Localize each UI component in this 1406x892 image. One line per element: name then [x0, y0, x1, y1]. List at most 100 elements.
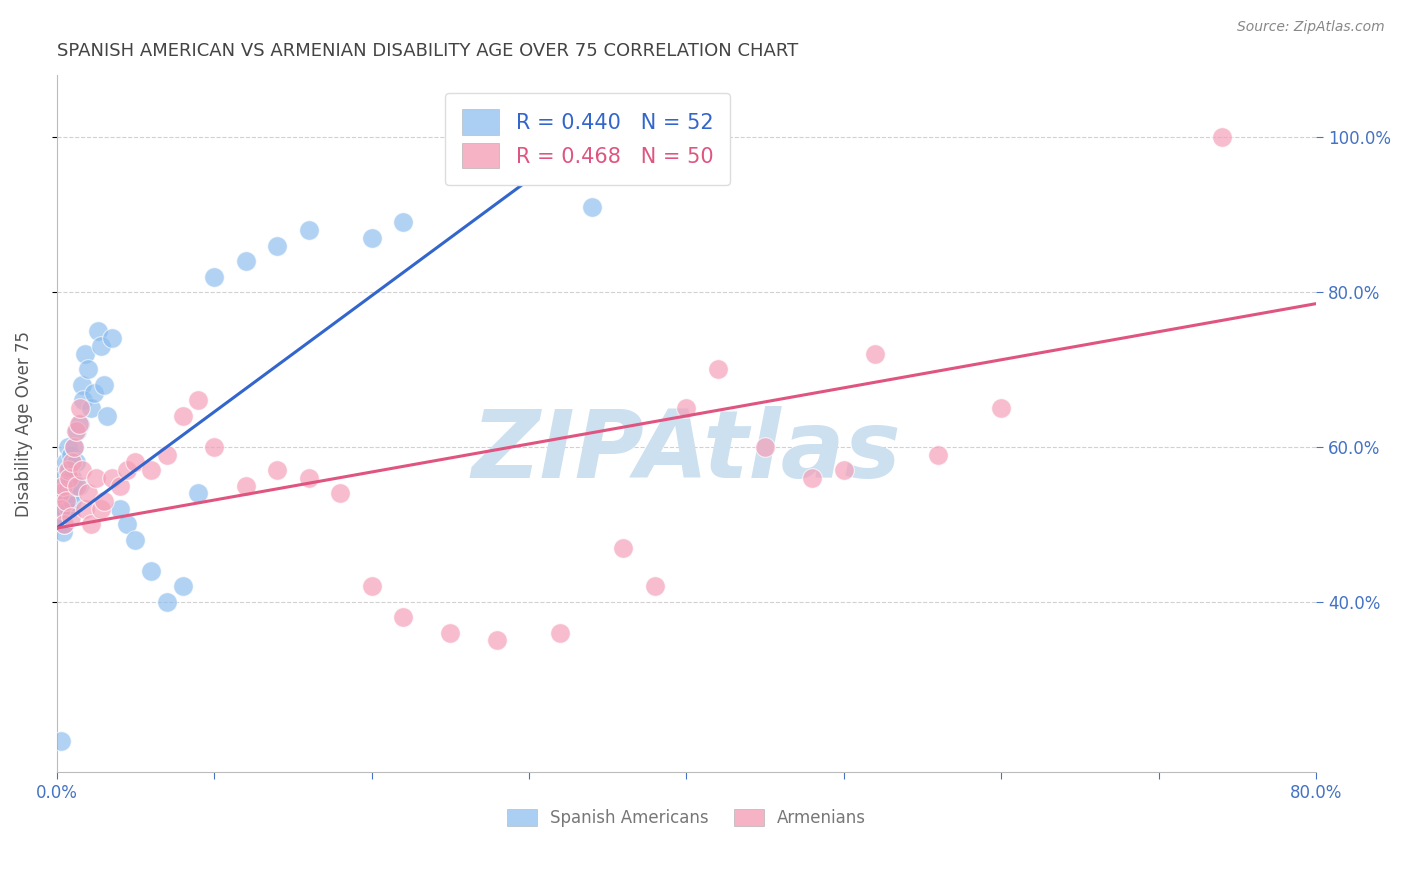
- Armenians: [84, 471, 107, 485]
- Armenians: [392, 610, 415, 624]
- Spanish Americans: [46, 501, 69, 516]
- Armenians: [51, 501, 73, 516]
- Spanish Americans: [93, 378, 115, 392]
- Spanish Americans: [66, 425, 89, 439]
- Armenians: [60, 455, 83, 469]
- Spanish Americans: [55, 494, 77, 508]
- Armenians: [70, 463, 93, 477]
- Armenians: [360, 579, 382, 593]
- Armenians: [100, 471, 122, 485]
- Armenians: [990, 401, 1012, 416]
- Armenians: [63, 440, 86, 454]
- Armenians: [90, 501, 112, 516]
- Armenians: [266, 463, 288, 477]
- Armenians: [67, 417, 90, 431]
- Armenians: [59, 509, 82, 524]
- Armenians: [53, 517, 76, 532]
- Spanish Americans: [202, 269, 225, 284]
- Spanish Americans: [70, 378, 93, 392]
- Spanish Americans: [139, 564, 162, 578]
- Spanish Americans: [108, 501, 131, 516]
- Armenians: [80, 517, 103, 532]
- Armenians: [675, 401, 697, 416]
- Spanish Americans: [80, 401, 103, 416]
- Armenians: [550, 625, 572, 640]
- Spanish Americans: [55, 455, 77, 469]
- Armenians: [52, 478, 75, 492]
- Spanish Americans: [53, 517, 76, 532]
- Armenians: [66, 478, 89, 492]
- Spanish Americans: [63, 478, 86, 492]
- Text: SPANISH AMERICAN VS ARMENIAN DISABILITY AGE OVER 75 CORRELATION CHART: SPANISH AMERICAN VS ARMENIAN DISABILITY …: [56, 42, 797, 60]
- Armenians: [156, 448, 179, 462]
- Armenians: [73, 501, 96, 516]
- Spanish Americans: [266, 238, 288, 252]
- Spanish Americans: [83, 385, 105, 400]
- Armenians: [77, 486, 100, 500]
- Spanish Americans: [77, 362, 100, 376]
- Spanish Americans: [392, 215, 415, 229]
- Spanish Americans: [96, 409, 118, 423]
- Spanish Americans: [156, 595, 179, 609]
- Spanish Americans: [100, 331, 122, 345]
- Armenians: [65, 425, 87, 439]
- Armenians: [707, 362, 730, 376]
- Armenians: [644, 579, 666, 593]
- Armenians: [832, 463, 855, 477]
- Spanish Americans: [187, 486, 209, 500]
- Armenians: [927, 448, 949, 462]
- Spanish Americans: [172, 579, 194, 593]
- Spanish Americans: [86, 324, 108, 338]
- Armenians: [235, 478, 257, 492]
- Armenians: [58, 471, 80, 485]
- Armenians: [439, 625, 461, 640]
- Spanish Americans: [56, 440, 79, 454]
- Armenians: [1211, 130, 1233, 145]
- Spanish Americans: [65, 455, 87, 469]
- Spanish Americans: [59, 486, 82, 500]
- Text: Source: ZipAtlas.com: Source: ZipAtlas.com: [1237, 20, 1385, 34]
- Spanish Americans: [51, 494, 73, 508]
- Spanish Americans: [51, 509, 73, 524]
- Armenians: [117, 463, 139, 477]
- Spanish Americans: [52, 524, 75, 539]
- Armenians: [172, 409, 194, 423]
- Y-axis label: Disability Age Over 75: Disability Age Over 75: [15, 331, 32, 516]
- Armenians: [187, 393, 209, 408]
- Spanish Americans: [49, 517, 72, 532]
- Spanish Americans: [59, 448, 82, 462]
- Spanish Americans: [90, 339, 112, 353]
- Armenians: [69, 401, 91, 416]
- Armenians: [49, 486, 72, 500]
- Armenians: [612, 541, 634, 555]
- Spanish Americans: [73, 347, 96, 361]
- Spanish Americans: [297, 223, 319, 237]
- Spanish Americans: [63, 440, 86, 454]
- Armenians: [329, 486, 352, 500]
- Spanish Americans: [72, 393, 94, 408]
- Spanish Americans: [69, 417, 91, 431]
- Spanish Americans: [58, 463, 80, 477]
- Spanish Americans: [235, 254, 257, 268]
- Armenians: [139, 463, 162, 477]
- Spanish Americans: [49, 486, 72, 500]
- Spanish Americans: [53, 501, 76, 516]
- Armenians: [93, 494, 115, 508]
- Spanish Americans: [51, 734, 73, 748]
- Spanish Americans: [60, 494, 83, 508]
- Spanish Americans: [58, 501, 80, 516]
- Armenians: [55, 494, 77, 508]
- Armenians: [297, 471, 319, 485]
- Spanish Americans: [53, 471, 76, 485]
- Armenians: [754, 440, 776, 454]
- Spanish Americans: [60, 471, 83, 485]
- Spanish Americans: [581, 200, 603, 214]
- Spanish Americans: [56, 478, 79, 492]
- Spanish Americans: [124, 533, 146, 547]
- Legend: Spanish Americans, Armenians: Spanish Americans, Armenians: [501, 802, 873, 833]
- Armenians: [865, 347, 887, 361]
- Armenians: [801, 471, 824, 485]
- Spanish Americans: [360, 231, 382, 245]
- Armenians: [56, 463, 79, 477]
- Armenians: [108, 478, 131, 492]
